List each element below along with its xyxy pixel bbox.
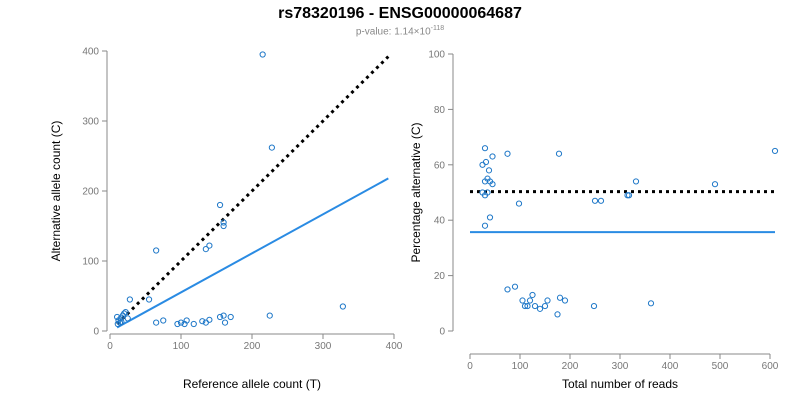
data-point (511, 283, 519, 290)
data-point (124, 315, 131, 322)
data-point (555, 150, 563, 157)
y-tick-label: 0 (439, 327, 445, 338)
data-point (597, 197, 605, 204)
data-point (541, 302, 549, 310)
x-tick-label: 400 (662, 361, 679, 372)
data-point (122, 309, 129, 316)
plot-panel-1: 0 100 200 300 400 0 100 200 300 400 Reference alle… (49, 47, 403, 392)
data-point (114, 313, 121, 321)
plot-panel-2: 0 100 200 300 400 500 600 0 20 40 60 80 100 Total num… (409, 50, 779, 392)
data-point (484, 189, 491, 196)
x-tick-label: 0 (107, 341, 113, 352)
data-point (183, 317, 190, 324)
data-point (220, 312, 227, 319)
chart-title: rs78320196 - ENSG00000064687 (278, 5, 522, 22)
x-tick-label: 200 (244, 341, 261, 352)
data-point (126, 296, 133, 303)
data-point (118, 318, 125, 325)
data-point (489, 181, 496, 188)
y-tick-label: 40 (434, 216, 446, 227)
x-tick-label: 200 (562, 361, 579, 372)
x-tick-label: 100 (512, 361, 529, 372)
data-point (216, 313, 224, 321)
chart-subtitle: p-value: 1.14×10-118 (0, 25, 800, 37)
data-point (202, 246, 209, 253)
data-point (632, 178, 640, 185)
fit-line (116, 177, 389, 329)
data-point (647, 300, 655, 307)
data-point (519, 297, 526, 304)
data-point (479, 161, 486, 168)
data-point (526, 297, 534, 304)
data-point (268, 144, 275, 151)
data-point (339, 303, 346, 310)
data-point (160, 317, 167, 324)
pvalue-exponent: -118 (430, 25, 445, 32)
data-point (266, 312, 273, 319)
data-point (536, 305, 544, 312)
data-point (206, 242, 213, 249)
x-tick-label: 300 (315, 341, 332, 352)
data-point (481, 222, 489, 229)
pvalue-text: p-value: 1.14×10 (355, 26, 431, 38)
data-point (521, 302, 529, 310)
x-tick-label: 400 (386, 341, 403, 352)
data-point (216, 201, 224, 209)
reference-line (116, 55, 390, 326)
y-tick-label: 100 (82, 257, 99, 268)
data-point (482, 158, 490, 166)
data-point (227, 313, 234, 321)
y-tick-label: 0 (93, 327, 99, 338)
data-point (485, 167, 493, 174)
data-point (259, 51, 266, 58)
y-tick-label: 100 (428, 50, 445, 61)
y-tick-label: 200 (82, 187, 99, 198)
data-point (504, 150, 511, 157)
x-tick-label: 100 (173, 341, 190, 352)
data-point (190, 320, 197, 328)
data-point (481, 145, 489, 152)
data-point (174, 320, 181, 328)
data-point (515, 200, 523, 207)
x-tick-label: 0 (467, 361, 473, 372)
data-point (524, 302, 531, 310)
data-point (591, 197, 599, 204)
data-point (556, 294, 564, 301)
x-tick-label: 300 (612, 361, 629, 372)
data-point (177, 319, 185, 326)
data-point (531, 302, 539, 310)
data-point (529, 291, 536, 299)
y-axis-label: Alternative allele count (C) (49, 121, 63, 262)
data-point (625, 192, 633, 199)
x-tick-label: 500 (712, 361, 729, 372)
data-point (561, 297, 569, 304)
data-point (544, 297, 551, 304)
data-point (221, 319, 229, 326)
data-point (554, 311, 561, 318)
data-point (504, 286, 511, 293)
x-axis-label: Total number of reads (562, 377, 678, 391)
data-point (199, 318, 206, 325)
x-tick-label: 600 (762, 361, 779, 372)
data-point (206, 316, 213, 323)
y-tick-label: 20 (434, 271, 446, 282)
data-point (153, 247, 160, 254)
y-tick-label: 400 (82, 47, 99, 58)
data-point (220, 222, 227, 230)
data-point (486, 214, 494, 221)
y-axis-label: Percentage alternative (C) (409, 122, 423, 262)
y-tick-label: 300 (82, 117, 99, 128)
y-tick-label: 80 (434, 105, 446, 116)
y-tick-label: 60 (434, 160, 446, 171)
x-axis-label: Reference allele count (T) (183, 377, 321, 391)
data-point (489, 153, 496, 160)
data-point (145, 296, 153, 303)
data-point (121, 310, 128, 317)
data-point (220, 219, 227, 226)
data-point (771, 147, 779, 155)
data-point (590, 302, 598, 310)
data-point (153, 319, 160, 326)
data-point (711, 181, 719, 188)
